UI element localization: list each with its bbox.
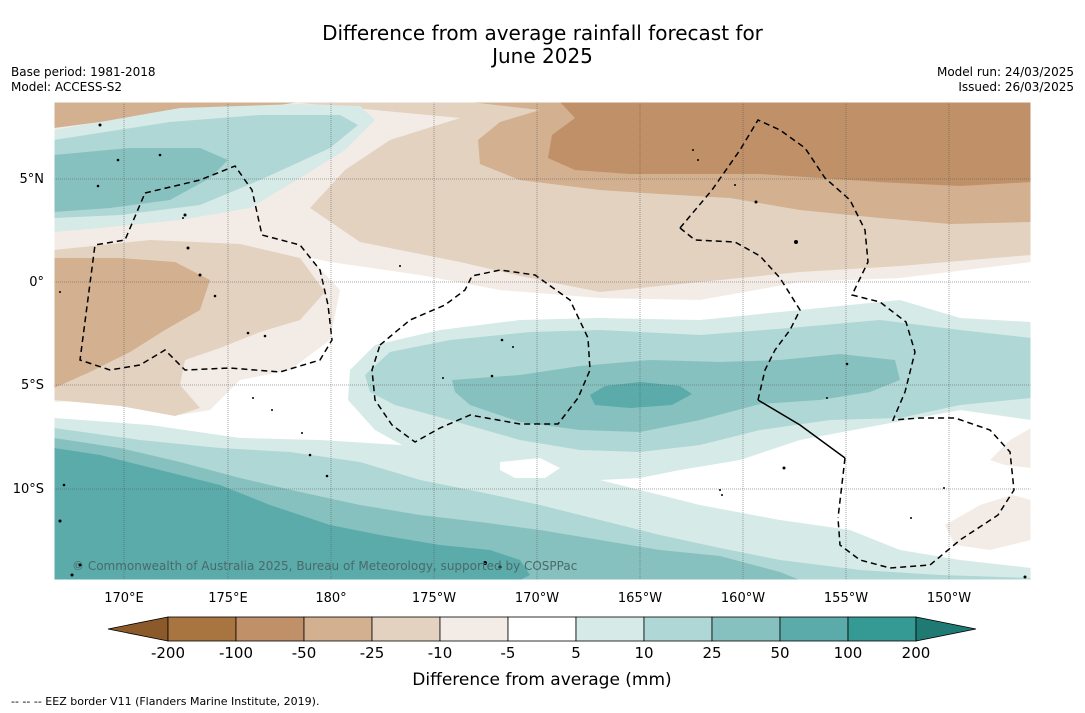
legend-title: Difference from average (mm) xyxy=(412,670,671,690)
wet-south-100 xyxy=(54,448,530,580)
model-run: Model run: 24/03/2025 xyxy=(936,65,1074,79)
dry-band-north-100 xyxy=(548,102,1031,186)
lat-label-5n: 5°N xyxy=(20,172,45,187)
lon-label-180: 180° xyxy=(315,591,346,606)
copyright-notice: © Commonwealth of Australia 2025, Bureau… xyxy=(72,559,577,573)
gridlines xyxy=(54,102,1031,580)
lon-label-175e: 175°E xyxy=(208,591,248,606)
colorbar-tick-label: -5 xyxy=(501,644,516,662)
colorbar-segment-3 xyxy=(371,616,441,642)
map-title: Difference from average rainfall forecas… xyxy=(0,22,1085,68)
colorbar-tick-label: 50 xyxy=(770,644,789,662)
dry-southeast-1 xyxy=(945,495,1031,550)
lon-label-170w: 170°W xyxy=(515,591,559,606)
colorbar-segment-2 xyxy=(303,616,373,642)
colorbar-segment-0 xyxy=(167,616,237,642)
boundary-dashed-line xyxy=(837,457,846,519)
axis-labels: 5°N 0° 5°S 10°S 170°E 175°E 180° 175°W 1… xyxy=(13,172,972,606)
lat-label-0: 0° xyxy=(29,275,44,290)
colorbar-segment-5 xyxy=(507,616,577,642)
meta-left: Base period: 1981-2018 Model: ACCESS-S2 xyxy=(11,65,156,95)
title-line-2: June 2025 xyxy=(492,44,593,68)
colorbar-tick-label: -100 xyxy=(219,644,253,662)
lon-label-170e: 170°E xyxy=(104,591,144,606)
colorbar-segment-7 xyxy=(643,616,713,642)
colorbar-segment-10 xyxy=(847,616,917,642)
meta-right: Model run: 24/03/2025 Issued: 26/03/2025 xyxy=(937,65,1074,95)
dry-southeast-2 xyxy=(990,428,1031,468)
eez-border-lines xyxy=(79,119,1015,569)
island-markers xyxy=(58,123,1027,579)
colorbar-extend-high xyxy=(915,616,977,642)
lon-label-160w: 160°W xyxy=(721,591,765,606)
colorbar-tick-label: 10 xyxy=(634,644,653,662)
map-frame xyxy=(53,101,1032,581)
colorbar-tick-label: -10 xyxy=(428,644,453,662)
colorbar-segment-1 xyxy=(235,616,305,642)
lon-label-165w: 165°W xyxy=(618,591,662,606)
eez-footnote: -- -- -- EEZ border V11 (Flanders Marine… xyxy=(11,695,320,708)
colorbar: -200 -100 -50 -25 -10 -5 5 10 25 50 100 200 xyxy=(107,616,977,662)
colorbar-tick-label: -200 xyxy=(151,644,185,662)
lon-label-150w: 150°W xyxy=(927,591,971,606)
title-line-1: Difference from average rainfall forecas… xyxy=(322,21,763,45)
dry-west-50 xyxy=(54,258,210,388)
boundary-solid-line xyxy=(757,399,846,459)
colorbar-tick-label: 100 xyxy=(834,644,863,662)
model-name: Model: ACCESS-S2 xyxy=(11,80,123,94)
contour-layer xyxy=(54,102,1031,580)
lat-label-10s: 10°S xyxy=(13,482,44,497)
colorbar-segment-4 xyxy=(439,616,509,642)
colorbar-tick-label: 25 xyxy=(702,644,721,662)
lon-label-155w: 155°W xyxy=(824,591,868,606)
colorbar-tick-label: 5 xyxy=(571,644,581,662)
colorbar-segment-8 xyxy=(711,616,781,642)
colorbar-tick-label: 200 xyxy=(902,644,931,662)
colorbar-tick-label: -50 xyxy=(292,644,317,662)
colorbar-extend-low xyxy=(107,616,169,642)
colorbar-segment-6 xyxy=(575,616,645,642)
wet-central-100 xyxy=(590,382,692,408)
lon-label-175w: 175°W xyxy=(412,591,456,606)
colorbar-segment-9 xyxy=(779,616,849,642)
issued-date: Issued: 26/03/2025 xyxy=(958,80,1074,94)
wet-south-white-pocket xyxy=(500,458,560,478)
colorbar-tick-label: -25 xyxy=(360,644,385,662)
wet-north-50 xyxy=(54,148,228,212)
base-period: Base period: 1981-2018 xyxy=(11,65,156,79)
lat-label-5s: 5°S xyxy=(21,378,44,393)
